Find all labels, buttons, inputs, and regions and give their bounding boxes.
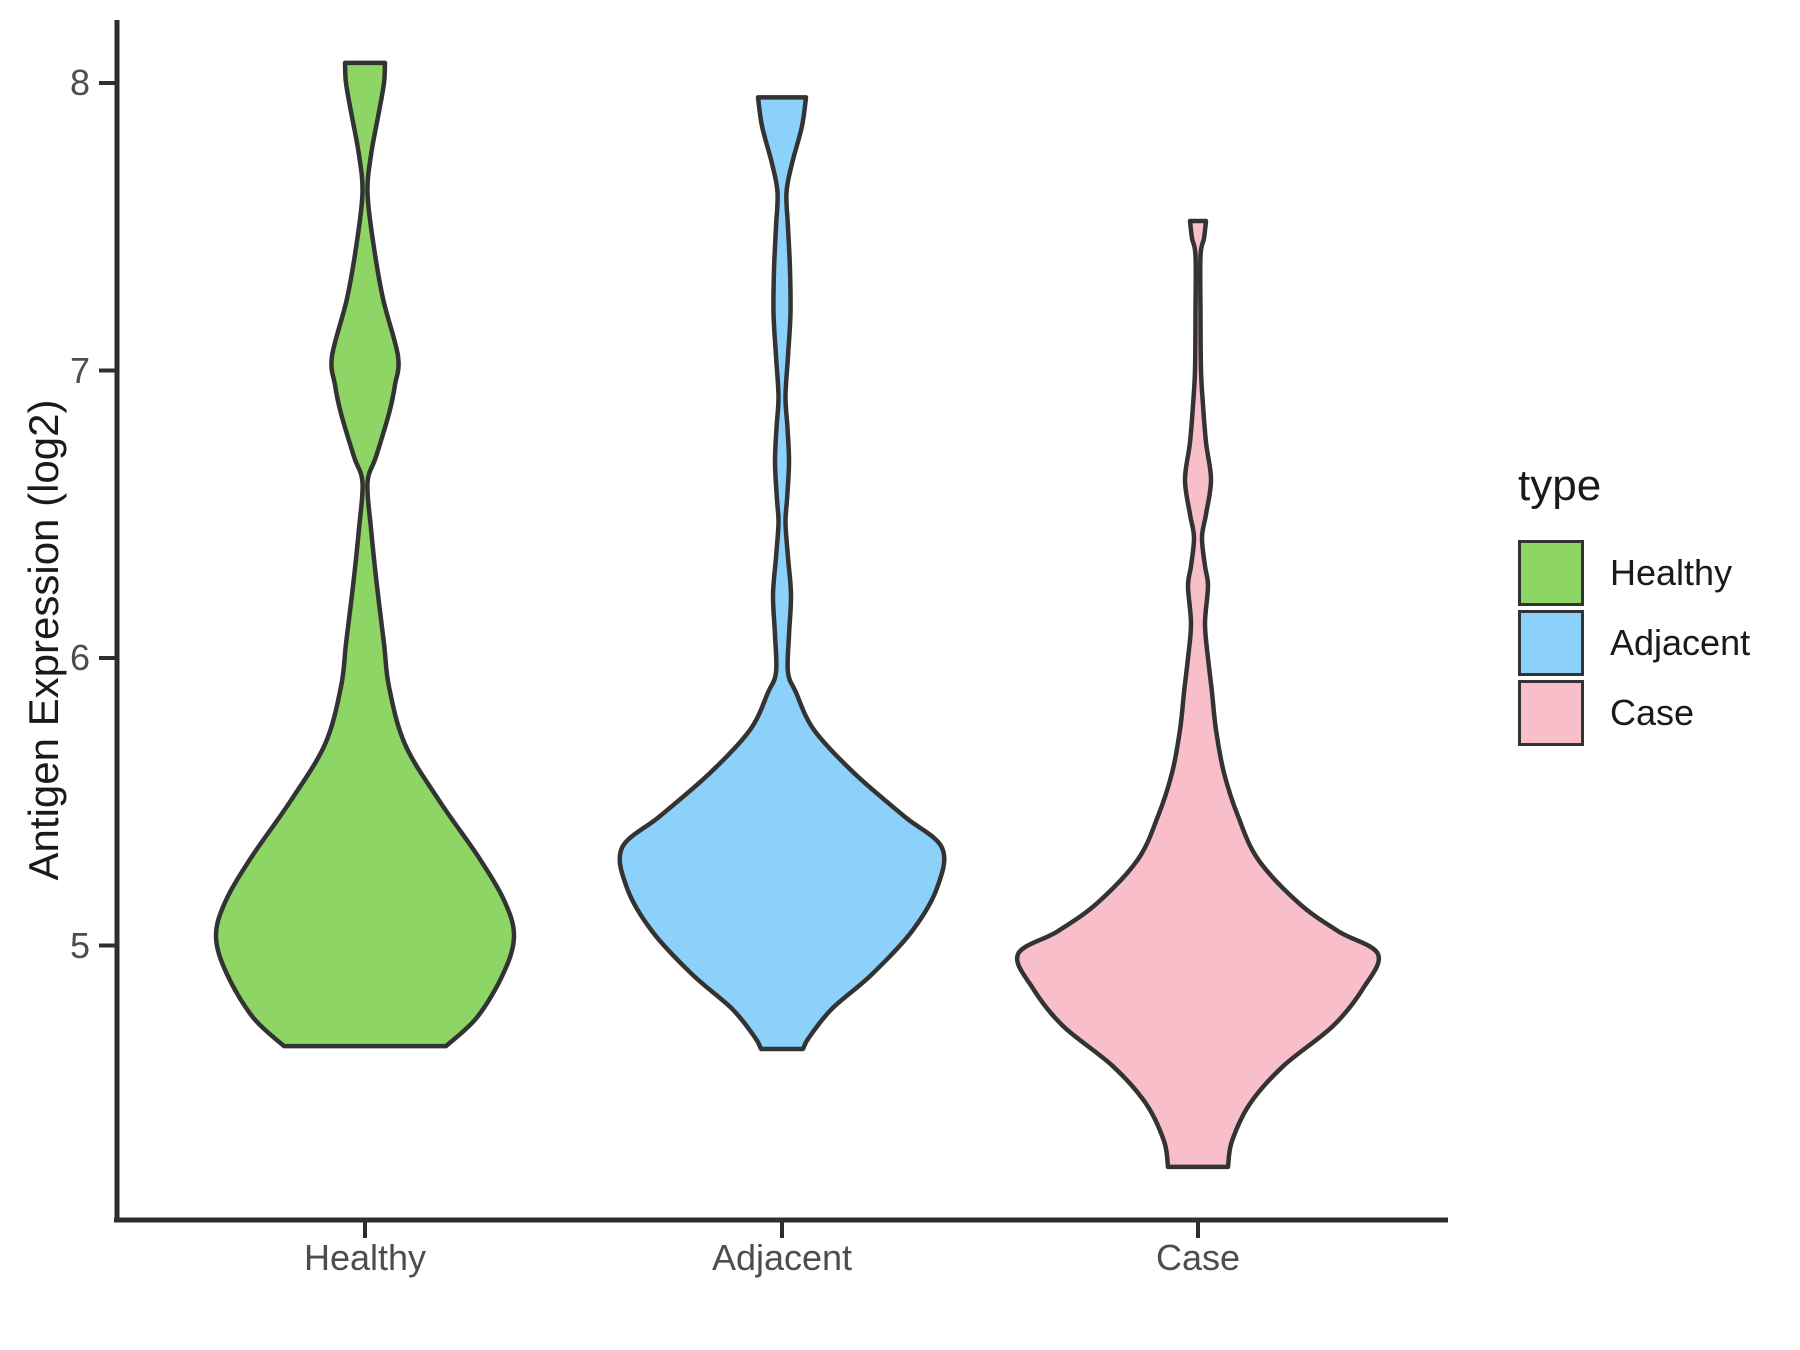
y-tick-label-8: 8 [69,62,90,103]
legend-swatch-healthy [1518,540,1584,606]
legend-swatch-adjacent [1518,610,1584,676]
legend-label-adjacent: Adjacent [1610,622,1751,663]
legend-label-healthy: Healthy [1610,552,1733,593]
legend-label-case: Case [1610,692,1695,733]
violin-adjacent [617,95,947,1052]
y-tick-label-5: 5 [69,924,90,966]
x-tick-label-healthy: Healthy [303,1237,427,1278]
y-tick-label-7: 7 [69,349,90,391]
legend-swatch-case [1518,680,1584,746]
legend-entry-healthy: Healthy [1518,540,1750,606]
legend-entry-case: Case [1518,680,1750,746]
legend-entries: Healthy Adjacent Case [1518,540,1750,746]
x-tick-label-adjacent: Adjacent [711,1237,853,1278]
legend: type Healthy Adjacent Case [1518,464,1750,750]
legend-entry-adjacent: Adjacent [1518,610,1750,676]
legend-title: type [1518,461,1602,510]
violin-case [1014,218,1382,1170]
violin-healthy [213,60,517,1049]
x-tick-label-case: Case [1155,1237,1241,1278]
y-tick-label-6: 6 [69,637,90,678]
